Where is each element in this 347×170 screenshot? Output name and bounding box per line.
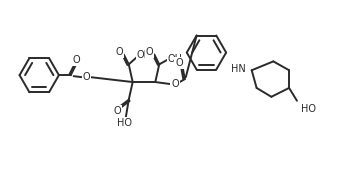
- Text: O: O: [115, 47, 123, 57]
- Text: O: O: [113, 106, 121, 116]
- Text: O: O: [146, 47, 153, 57]
- Text: HN: HN: [231, 64, 246, 74]
- Text: HO: HO: [301, 104, 316, 114]
- Text: HO: HO: [117, 118, 132, 128]
- Text: OH: OH: [137, 49, 152, 60]
- Text: O: O: [171, 79, 179, 89]
- Text: O: O: [73, 55, 81, 65]
- Text: O: O: [83, 72, 90, 82]
- Text: O: O: [175, 58, 183, 68]
- Text: OH: OH: [168, 54, 183, 64]
